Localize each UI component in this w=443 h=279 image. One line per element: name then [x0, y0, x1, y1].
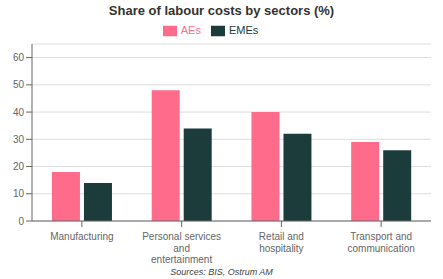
- svg-text:Personal servicesandentertainm: Personal servicesandentertainment: [142, 231, 221, 265]
- html-text:Sources: BIS, Ostrum AM: Sources: BIS, Ostrum AM: [170, 267, 273, 277]
- svg-text:Manufacturing: Manufacturing: [50, 231, 113, 242]
- svg-text:Transport andcommunication: Transport andcommunication: [347, 231, 414, 254]
- svg-text:10: 10: [13, 188, 25, 199]
- html-text:Share of labour costs by secto: Share of labour costs by sectors (%): [108, 3, 335, 18]
- svg-text:20: 20: [13, 161, 25, 172]
- svg-text:30: 30: [13, 134, 25, 145]
- svg-text:50: 50: [13, 79, 25, 90]
- svg-text:60: 60: [13, 52, 25, 63]
- html-text:AEs: AEs: [180, 24, 201, 36]
- svg-text:0: 0: [18, 216, 24, 227]
- html-text:EMEs: EMEs: [228, 24, 259, 36]
- svg-text:Retail andhospitality: Retail andhospitality: [259, 231, 304, 254]
- svg-text:40: 40: [13, 107, 25, 118]
